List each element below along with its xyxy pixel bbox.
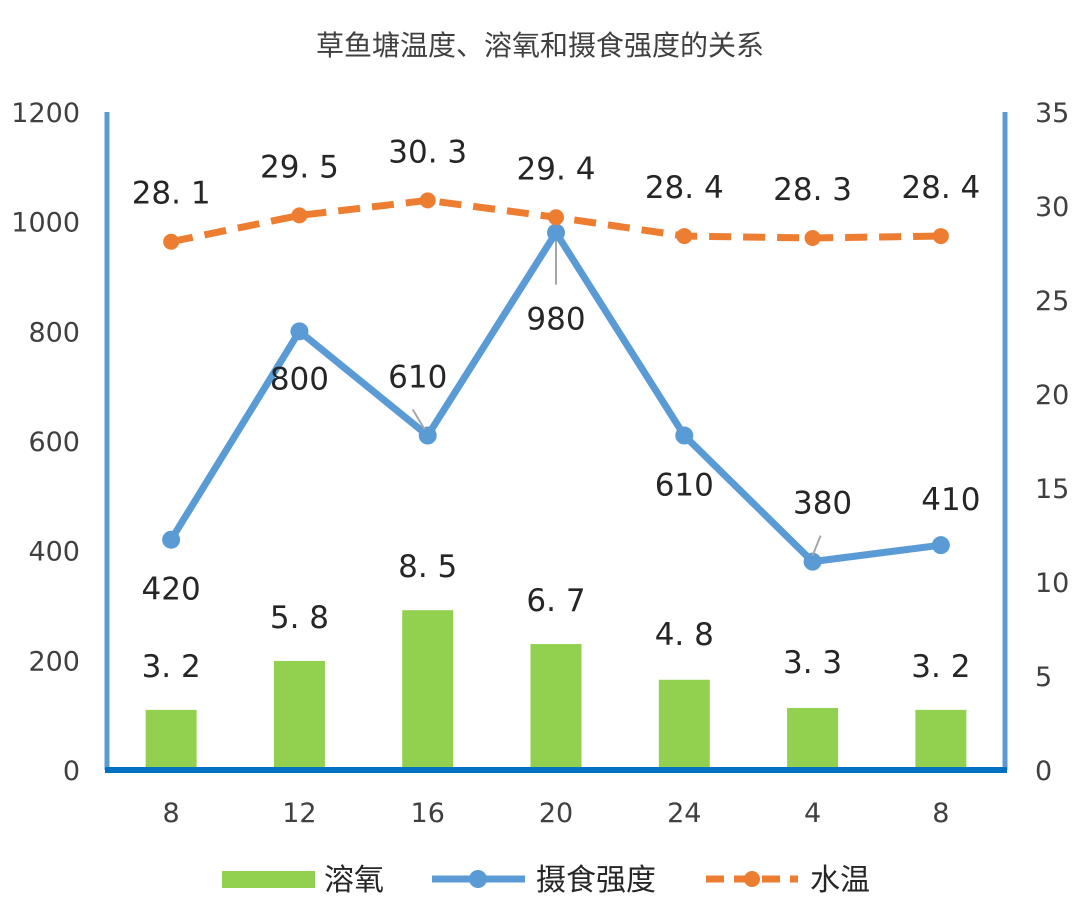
feeding-data-label: 410 <box>921 482 980 518</box>
oxygen-data-label: 3. 2 <box>142 649 201 685</box>
legend-label-temperature: 水温 <box>810 863 870 898</box>
temperature-point <box>932 228 949 245</box>
temperature-point <box>163 233 180 250</box>
feeding-data-label: 800 <box>270 361 329 397</box>
temperature-point <box>804 229 821 246</box>
feeding-point <box>803 552 822 571</box>
oxygen-bar <box>273 660 325 770</box>
oxygen-data-label: 8. 5 <box>398 549 457 585</box>
right-axis-tick-label: 0 <box>1035 756 1052 787</box>
feeding-data-label: 980 <box>526 302 585 338</box>
right-axis-tick-label: 10 <box>1035 568 1069 599</box>
x-axis-tick-label: 12 <box>282 798 316 829</box>
oxygen-data-label: 4. 8 <box>655 617 714 653</box>
right-axis-tick-label: 20 <box>1035 380 1069 411</box>
right-axis-tick-label: 5 <box>1035 662 1052 693</box>
right-axis-tick-label: 30 <box>1035 192 1069 223</box>
axes: 0 200 400 600 800 1000 1200 0 5 10 15 20 25 30 35 8 12 16… <box>11 98 1069 829</box>
left-axis-tick-label: 1200 <box>11 98 80 129</box>
temperature-point <box>676 228 693 245</box>
left-axis-tick-label: 0 <box>63 756 80 787</box>
data-labels: 3. 2 5. 8 8. 5 6. 7 4. 8 3. 3 3. 2 420 800 610 980… <box>132 134 981 684</box>
oxygen-data-label: 6. 7 <box>526 583 585 619</box>
feeding-point <box>547 223 565 242</box>
legend-marker-feeding <box>469 870 487 888</box>
label-leader-line <box>411 409 426 431</box>
line-series-feeding <box>162 223 950 571</box>
x-axis-tick-label: 8 <box>163 798 180 829</box>
line-series-temperature <box>163 192 949 250</box>
feeding-point <box>675 426 694 445</box>
feeding-data-label: 610 <box>388 360 447 396</box>
oxygen-data-label: 3. 3 <box>783 645 842 681</box>
bar-series-dissolved-oxygen <box>145 610 967 770</box>
temperature-point <box>548 209 564 226</box>
x-axis-tick-label: 4 <box>804 798 821 829</box>
temperature-data-label: 28. 3 <box>773 172 852 208</box>
right-axis-tick-label: 35 <box>1035 98 1069 129</box>
oxygen-bar <box>915 709 967 770</box>
x-axis-tick-label: 24 <box>667 798 701 829</box>
left-axis-tick-label: 400 <box>28 537 80 568</box>
oxygen-bar <box>145 709 197 770</box>
temperature-data-label: 30. 3 <box>388 134 467 170</box>
right-axis-tick-label: 25 <box>1035 286 1069 317</box>
feeding-data-label: 420 <box>142 572 201 608</box>
oxygen-bar <box>658 679 710 770</box>
temperature-data-label: 29. 4 <box>517 151 596 187</box>
oxygen-bar <box>787 707 839 770</box>
feeding-point <box>290 322 309 341</box>
x-axis-tick-label: 20 <box>539 798 573 829</box>
oxygen-data-label: 5. 8 <box>270 600 329 636</box>
legend-marker-temperature <box>744 871 760 887</box>
legend-label-feeding: 摄食强度 <box>536 863 656 898</box>
oxygen-data-label: 3. 2 <box>911 649 970 685</box>
legend-swatch-oxygen <box>222 871 315 888</box>
oxygen-bar <box>530 644 582 770</box>
label-leader-line <box>811 535 822 557</box>
temperature-data-label: 29. 5 <box>260 149 339 185</box>
oxygen-bar <box>402 610 454 770</box>
temperature-data-label: 28. 4 <box>645 170 724 206</box>
left-axis-tick-label: 800 <box>28 317 80 348</box>
chart-title: 草鱼塘温度、溶氧和摄食强度的关系 <box>316 29 764 62</box>
feeding-point <box>931 536 950 555</box>
left-axis-tick-label: 600 <box>28 427 80 458</box>
legend-label-oxygen: 溶氧 <box>324 863 384 898</box>
temperature-point <box>291 207 308 224</box>
temperature-data-label: 28. 1 <box>132 176 211 212</box>
feeding-data-label: 610 <box>655 468 714 504</box>
legend: 溶氧 摄食强度 水温 <box>222 863 870 898</box>
feeding-data-label: 380 <box>793 486 852 522</box>
x-axis-tick-label: 8 <box>932 798 949 829</box>
left-axis-tick-label: 200 <box>28 646 80 677</box>
feeding-point <box>162 530 181 549</box>
left-axis-tick-label: 1000 <box>11 208 80 239</box>
x-axis-tick-label: 16 <box>411 798 445 829</box>
temperature-point <box>419 192 436 209</box>
temperature-data-label: 28. 4 <box>901 170 980 206</box>
feeding-point <box>418 426 437 445</box>
right-axis-tick-label: 15 <box>1035 474 1069 505</box>
